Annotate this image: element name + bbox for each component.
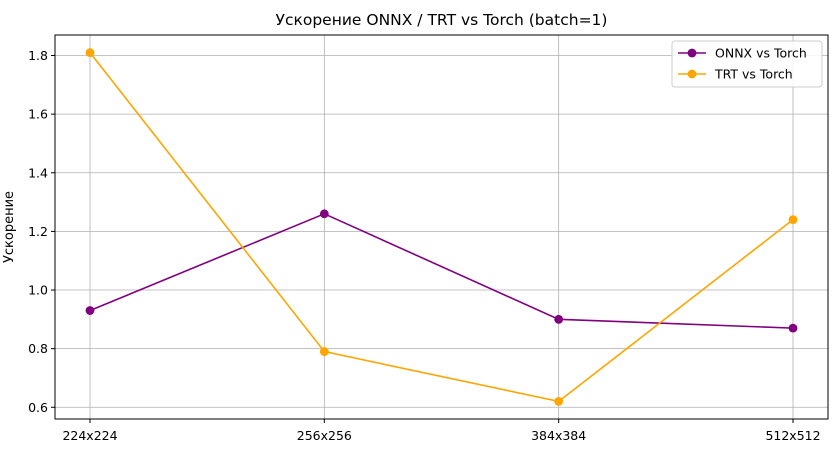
data-point: [554, 397, 564, 406]
x-tick-label: 512x512: [765, 428, 820, 443]
y-axis: 0.6 0.8 1.0 1.2 1.4 1.6 1.8: [28, 48, 55, 415]
data-point: [554, 314, 564, 324]
data-point: [85, 306, 95, 315]
data-point: [319, 347, 329, 356]
y-tick-label: 1.4: [28, 165, 48, 180]
legend-box: [671, 40, 823, 88]
y-tick-label: 0.6: [28, 400, 48, 415]
data-point: [788, 215, 798, 225]
x-tick-label: 224x224: [62, 428, 117, 443]
legend-item: TRT vs Torch: [678, 67, 793, 82]
series-line: [89, 52, 794, 403]
x-tick-label: 256x256: [297, 428, 352, 443]
legend-label: TRT vs Torch: [714, 67, 793, 82]
y-tick-label: 1.2: [28, 224, 48, 239]
data-point: [319, 209, 329, 219]
y-axis-label: Ускорение: [2, 191, 17, 263]
series-line: [89, 212, 794, 329]
x-axis: 224x224 256x256 384x384 512x512: [62, 419, 821, 443]
y-tick-label: 1.6: [28, 107, 48, 122]
axes-frame: [54, 34, 829, 420]
legend-item: ONNX vs Torch: [678, 46, 807, 61]
series-0: [85, 209, 798, 333]
y-tick-label: 1.0: [28, 283, 48, 298]
series-1: [85, 48, 798, 406]
data-point: [788, 323, 798, 333]
y-tick-label: 0.8: [28, 341, 48, 356]
legend: ONNX vs Torch TRT vs Torch: [671, 40, 823, 88]
data-point: [85, 48, 95, 57]
x-tick-label: 384x384: [531, 428, 586, 443]
series-layer: [85, 48, 798, 406]
grid: [55, 35, 828, 419]
legend-marker: [687, 69, 697, 79]
legend-marker: [687, 48, 697, 58]
chart-title: Ускорение ONNX / TRT vs Torch (batch=1): [276, 11, 608, 29]
y-tick-label: 1.8: [28, 48, 48, 63]
legend-label: ONNX vs Torch: [715, 46, 807, 61]
